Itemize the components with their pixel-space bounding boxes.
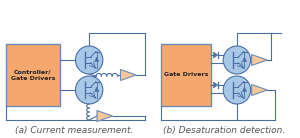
FancyBboxPatch shape — [160, 44, 211, 106]
Text: (a) Current measurement.: (a) Current measurement. — [15, 127, 134, 136]
Polygon shape — [97, 111, 112, 121]
Circle shape — [223, 76, 250, 104]
Polygon shape — [252, 84, 267, 95]
Text: Controller/
Gate Drivers: Controller/ Gate Drivers — [11, 69, 55, 81]
Circle shape — [75, 46, 103, 74]
Polygon shape — [121, 70, 136, 80]
Polygon shape — [213, 82, 218, 88]
Text: (b) Desaturation detection.: (b) Desaturation detection. — [163, 127, 285, 136]
Polygon shape — [94, 57, 99, 61]
FancyBboxPatch shape — [6, 44, 60, 106]
Polygon shape — [252, 55, 267, 66]
Polygon shape — [242, 87, 247, 91]
Text: Gate Drivers: Gate Drivers — [164, 72, 208, 78]
Polygon shape — [242, 57, 247, 61]
Circle shape — [223, 46, 250, 74]
Circle shape — [75, 76, 103, 104]
Polygon shape — [213, 52, 218, 58]
Polygon shape — [94, 87, 99, 91]
